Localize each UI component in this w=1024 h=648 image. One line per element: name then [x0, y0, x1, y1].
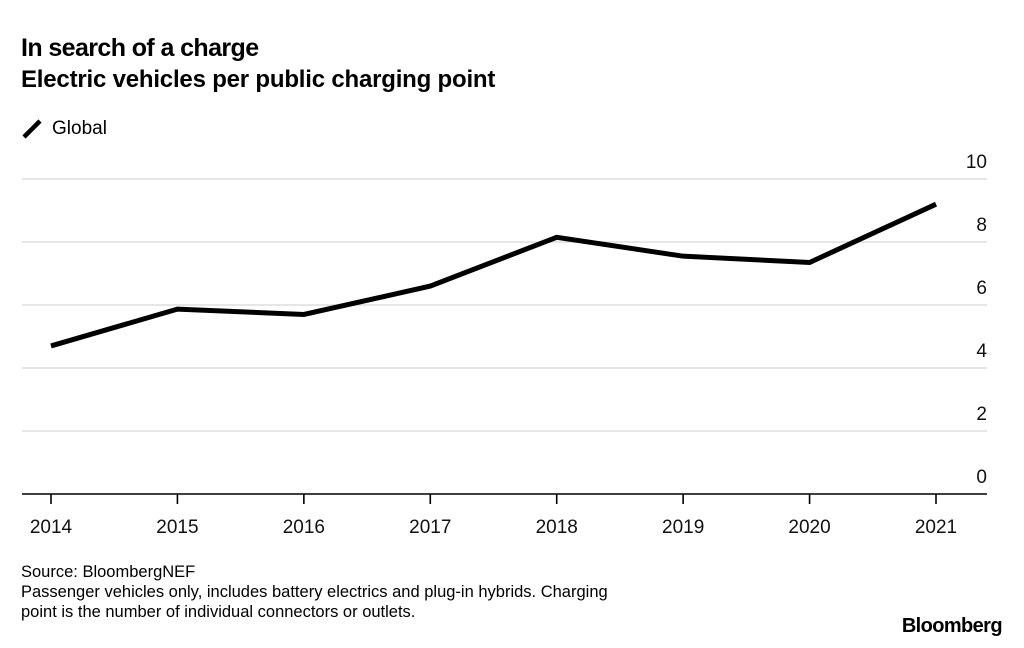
x-tick-label-2014: 2014: [30, 517, 73, 538]
line-swatch-icon: [22, 119, 42, 139]
note-line-2: point is the number of individual connec…: [21, 603, 416, 621]
x-tick-label-2015: 2015: [156, 517, 198, 538]
series-line-global: [50, 201, 938, 349]
x-tick-label-2016: 2016: [283, 517, 325, 538]
x-axis: 2014 2015 2016 2017 2018 2019 2020 2021: [22, 493, 987, 538]
footnotes: Source: BloombergNEF Passenger vehicles …: [21, 562, 841, 622]
x-tick-label-2020: 2020: [788, 517, 830, 538]
x-tick-label-2018: 2018: [536, 517, 578, 538]
x-tick-label-2019: 2019: [662, 517, 704, 538]
x-tick-label-2021: 2021: [915, 517, 957, 538]
y-axis-ticks: 0 2 4 6 8 10: [966, 152, 988, 488]
source-text: Source: BloombergNEF: [21, 563, 196, 581]
y-tick-label-0: 0: [976, 467, 987, 488]
y-tick-label-2: 2: [976, 404, 987, 425]
legend-label-global: Global: [52, 118, 107, 139]
bloomberg-logo: Bloomberg: [901, 615, 1003, 637]
chart-subtitle: Electric vehicles per public charging po…: [21, 66, 496, 93]
y-tick-label-10: 10: [966, 152, 987, 173]
y-tick-label-8: 8: [976, 215, 987, 236]
note-line-1: Passenger vehicles only, includes batter…: [21, 583, 608, 601]
legend: Global: [21, 118, 107, 140]
y-tick-label-4: 4: [976, 341, 987, 362]
gridlines: [22, 178, 987, 432]
x-tick-label-2017: 2017: [409, 517, 451, 538]
y-tick-label-6: 6: [976, 278, 987, 299]
series-layer: [50, 201, 938, 349]
chart-title: In search of a charge: [21, 34, 259, 62]
